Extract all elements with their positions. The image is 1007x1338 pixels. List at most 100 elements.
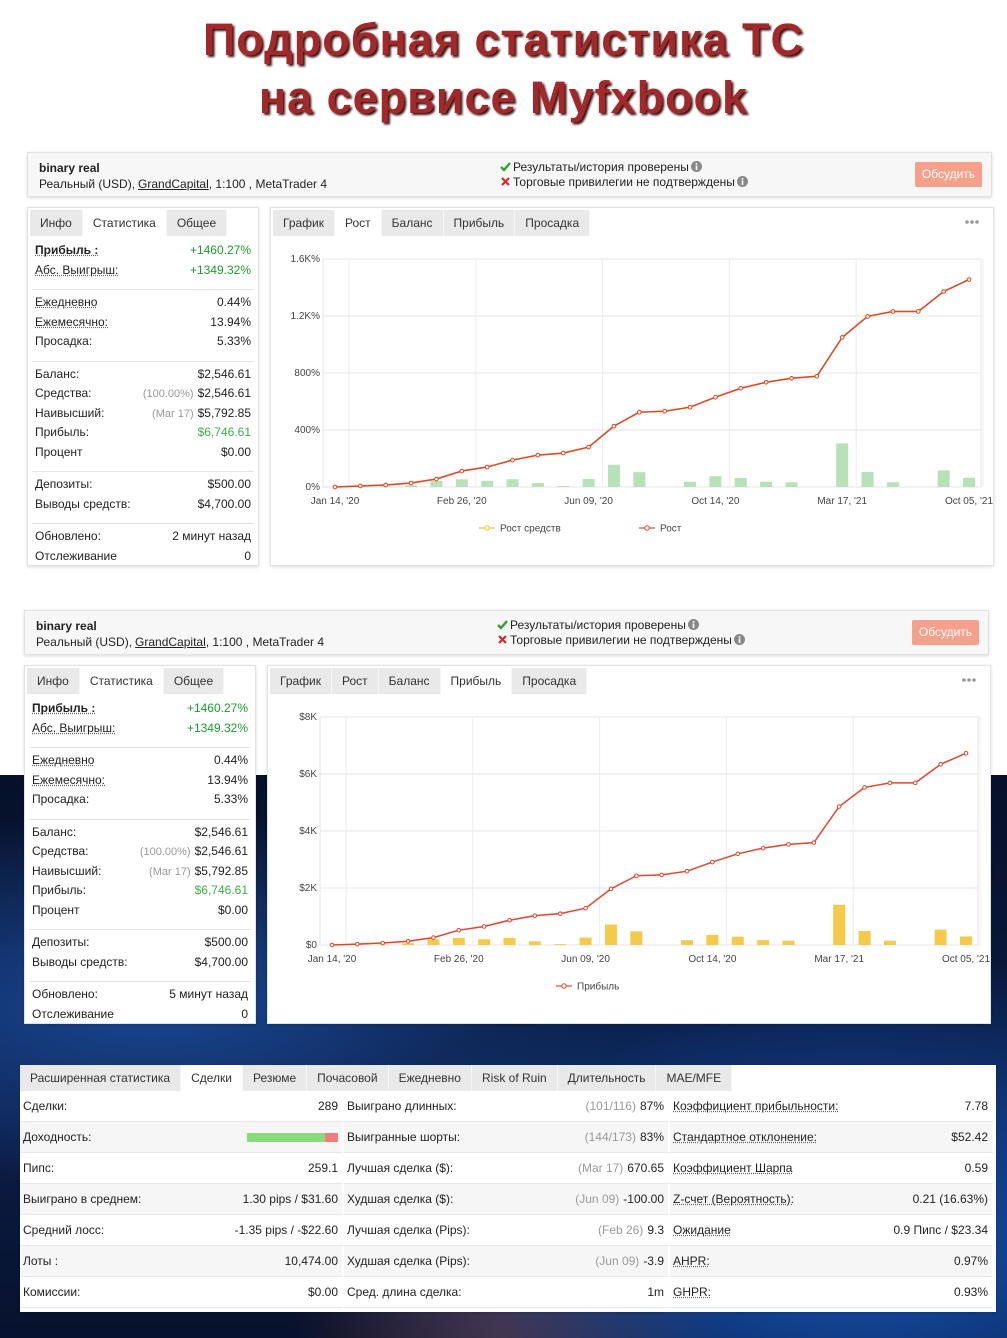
x-tick-label: Oct 05, '21 xyxy=(945,496,993,507)
tab[interactable]: Баланс xyxy=(378,668,441,694)
x-tick-label: Jun 09, '20 xyxy=(564,496,613,507)
tab[interactable]: Общее xyxy=(163,668,225,694)
tab[interactable]: MAE/MFE xyxy=(656,1065,733,1091)
tab[interactable]: Статистика xyxy=(79,668,164,694)
table-row: Сред. длина сделка: 1m xyxy=(344,1277,670,1308)
broker-link[interactable]: GrandCapital xyxy=(138,177,209,191)
point xyxy=(735,851,741,857)
tab[interactable]: Просадка xyxy=(515,210,591,236)
point xyxy=(738,385,744,391)
stat-number: $6,746.61 xyxy=(197,425,251,439)
table-row: Пипс: 259.1 xyxy=(20,1153,344,1184)
account-header: binary real Реальный (USD), GrandCapital, … xyxy=(27,152,992,197)
stat-value: 5.33% xyxy=(217,334,251,348)
table-row: Лоты : 10,474.00 xyxy=(20,1246,344,1277)
row-value: 259.1 xyxy=(307,1161,338,1175)
stat-number: $500.00 xyxy=(207,477,251,491)
win-part xyxy=(247,1132,325,1142)
profitability-bar xyxy=(247,1132,338,1142)
tab[interactable]: Прибыль xyxy=(440,668,513,694)
label-text: Средний лосс: xyxy=(23,1223,105,1237)
point xyxy=(811,840,817,845)
point xyxy=(355,941,360,947)
row-label: Выигранные шорты: xyxy=(347,1130,585,1144)
info-dot xyxy=(692,621,695,623)
tab[interactable]: Ежедневно xyxy=(388,1065,472,1091)
tab[interactable]: Длительность xyxy=(557,1065,657,1091)
bar xyxy=(734,478,747,487)
tab[interactable]: Статистика xyxy=(82,210,167,236)
broker-link[interactable]: GrandCapital xyxy=(135,635,206,649)
label-text: Ожидание xyxy=(673,1223,731,1237)
row-label: Z-счет (Вероятность): xyxy=(673,1192,913,1206)
stat-number: 0.44% xyxy=(213,753,248,767)
point xyxy=(659,872,664,878)
label-text: Худшая сделка (Pips): xyxy=(347,1254,470,1268)
discuss-button[interactable]: Обсудить xyxy=(912,620,979,645)
unverified-text: Торговые привилегии не подтверждены xyxy=(510,633,732,647)
bar xyxy=(582,479,595,487)
unverified-text: Торговые привилегии не подтверждены xyxy=(513,175,735,189)
bar xyxy=(684,481,697,487)
y-tick-label: 400% xyxy=(294,425,320,436)
stat-label: Депозиты: xyxy=(32,935,90,949)
tab[interactable]: Просадка xyxy=(512,668,588,694)
label-text: Стандартное отклонение: xyxy=(673,1130,817,1144)
tab[interactable]: Сделки xyxy=(181,1065,243,1091)
bar xyxy=(833,904,846,945)
tab[interactable]: Прибыль xyxy=(443,210,516,236)
label-text: AHPR: xyxy=(673,1254,710,1268)
stat-number: 5 минут назад xyxy=(169,987,248,1001)
tab[interactable]: Почасовой xyxy=(307,1065,389,1091)
stat-number: $2,546.61 xyxy=(194,824,248,839)
bar xyxy=(960,936,972,945)
legend-label: Прибыль xyxy=(577,981,619,993)
stat-number: $5,792.85 xyxy=(197,405,251,420)
tab[interactable]: Risk of Ruin xyxy=(471,1065,558,1091)
point xyxy=(789,375,794,381)
stat-label: Ежедневно xyxy=(35,295,98,309)
discuss-button[interactable]: Обсудить xyxy=(915,162,982,187)
tab[interactable]: Баланс xyxy=(381,210,444,236)
stat-label: Просадка: xyxy=(35,334,93,348)
stat-value: $6,746.61 xyxy=(195,883,248,897)
menu-dot xyxy=(965,220,969,224)
point xyxy=(912,780,918,786)
table-row: Худшая сделка ($): (Jun 09) -100.00 xyxy=(344,1184,670,1215)
info-bar xyxy=(741,180,744,185)
bar xyxy=(731,936,744,945)
tab[interactable]: Рост xyxy=(335,210,382,236)
stat-label: Средства: xyxy=(35,386,92,400)
stat-value: 0.44% xyxy=(217,295,251,309)
separator xyxy=(29,981,251,982)
stat-value: 0 xyxy=(244,549,251,563)
tab[interactable]: Расширенная статистика xyxy=(20,1065,182,1091)
stat-label: Наивысший: xyxy=(35,405,105,420)
point xyxy=(532,913,538,918)
account-name: binary real xyxy=(39,161,100,175)
x-tick-label: Feb 26, '20 xyxy=(437,496,487,507)
stat-value: $6,746.61 xyxy=(198,425,251,439)
tab[interactable]: Рост xyxy=(332,668,379,694)
point xyxy=(915,309,921,314)
tab[interactable]: Инфо xyxy=(30,210,83,236)
row-note: (Feb 26) xyxy=(597,1223,644,1237)
tab[interactable]: Общее xyxy=(166,210,228,236)
tab[interactable]: График xyxy=(273,210,335,236)
table-row: Комиссии: $0.00 xyxy=(20,1277,344,1308)
tab[interactable]: Резюме xyxy=(242,1065,308,1091)
menu-dot xyxy=(970,220,974,224)
table-row: GHPR: 0.93% xyxy=(670,1277,994,1308)
stat-value: 13.94% xyxy=(207,773,248,787)
loss-part xyxy=(325,1132,338,1142)
stat-label: Обновлено: xyxy=(35,529,101,543)
info-dot xyxy=(695,163,698,165)
stat-number: 0 xyxy=(241,1006,248,1021)
bar xyxy=(506,479,519,487)
tab[interactable]: График xyxy=(270,668,332,694)
bar xyxy=(554,944,567,945)
tab[interactable]: Инфо xyxy=(27,668,80,694)
label-text: Сделки: xyxy=(23,1099,68,1113)
